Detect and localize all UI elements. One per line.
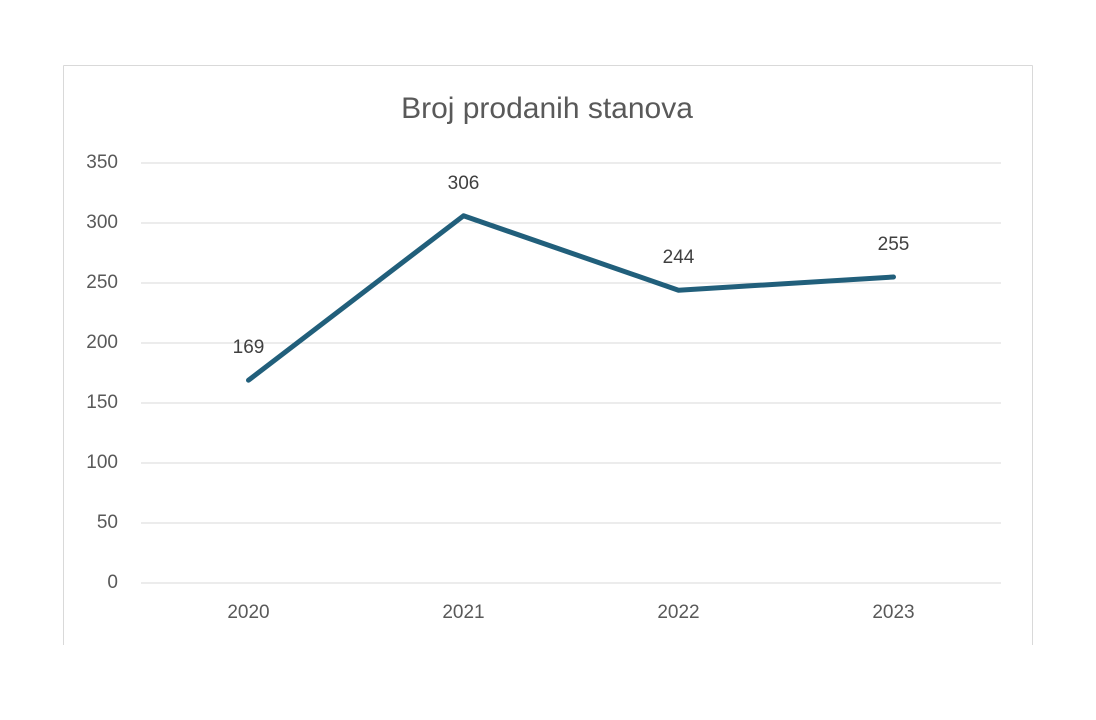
x-tick-label: 2021 [442,602,484,623]
data-label: 169 [233,337,265,358]
data-label: 255 [878,234,910,255]
chart-title: Broj prodanih stanova [401,92,693,125]
x-tick-label: 2020 [227,602,269,623]
y-tick-label: 50 [97,512,118,533]
y-tick-label: 200 [86,332,118,353]
y-tick-label: 350 [86,152,118,173]
x-tick-label: 2022 [657,602,699,623]
y-tick-label: 0 [107,572,118,593]
y-tick-label: 300 [86,212,118,233]
data-label: 306 [448,173,480,194]
y-tick-label: 100 [86,452,118,473]
y-tick-label: 150 [86,392,118,413]
data-label: 244 [663,247,695,268]
data-line [246,213,896,383]
y-tick-label: 250 [86,272,118,293]
x-tick-label: 2023 [872,602,914,623]
